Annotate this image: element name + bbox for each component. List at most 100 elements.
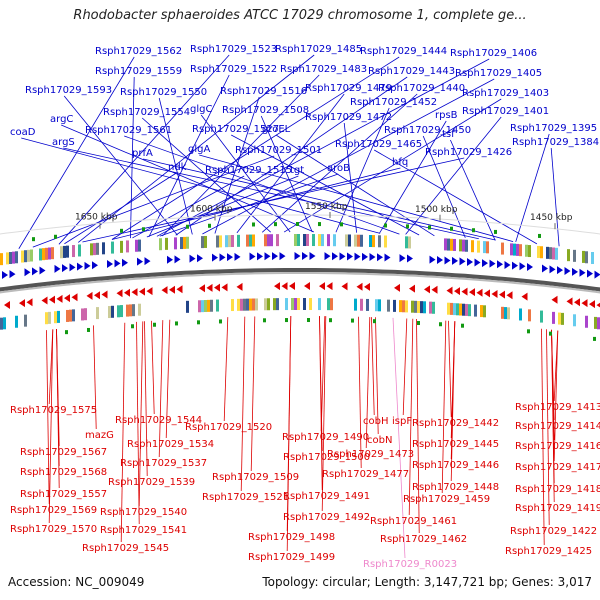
gc-marker [285,318,288,323]
gc-marker [142,227,145,232]
cog-block-reverse [450,302,453,315]
forward-gene-arrow [212,253,218,262]
gc-marker [197,320,200,325]
cog-block-forward [372,235,375,248]
cog-block-reverse [558,312,561,325]
forward-gene-arrow [512,261,518,270]
gene-label-reverse: ispF [392,416,412,427]
leader-line-forward [111,167,401,240]
cog-block-forward [294,234,297,247]
gc-marker [274,222,277,227]
leader-line-forward [64,172,177,245]
reverse-gene-arrow [319,282,325,291]
reverse-gene-arrow [176,285,183,294]
gene-features [0,222,600,341]
cog-block-reverse [243,298,246,311]
gc-marker [329,318,332,323]
forward-gene-arrow [54,264,61,273]
gene-label-forward: Rsph17029_1554 [103,107,190,118]
gene-label-forward: Rsph17029_1472 [305,112,392,123]
cog-block-reverse [573,314,576,327]
gc-marker [208,223,211,228]
reverse-gene-arrow [199,284,205,293]
cog-block-forward [9,252,12,265]
reverse-gene-arrow [589,300,595,309]
cog-block-reverse [69,309,72,322]
cog-block-reverse [483,305,486,318]
gene-label-reverse: Rsph17029_1509 [212,472,299,483]
cog-block-reverse [405,300,408,313]
gene-label-forward: rpsB [435,110,458,121]
leader-line-forward [275,134,435,237]
forward-gene-arrow [452,256,458,265]
forward-gene-arrow [594,270,600,279]
gc-marker [461,323,464,328]
cog-block-reverse [378,299,381,312]
forward-gene-arrow [69,263,76,272]
forward-gene-arrow [189,254,196,263]
leader-line-reverse [551,329,555,503]
gene-label-forward: Rsph17029_1443 [368,66,455,77]
cog-block-reverse [411,300,414,313]
gene-label-reverse: Rsph17029_1473 [327,449,414,460]
reverse-gene-arrow [574,298,580,307]
leader-line-reverse [319,316,323,491]
leader-line-rna [392,317,406,559]
leader-line-forward [236,93,345,234]
scale-ring [0,214,600,235]
cog-block-forward [138,239,141,252]
gene-label-reverse: Rsph17029_1575 [10,405,97,416]
cog-block-reverse [462,303,465,316]
cog-block-reverse [249,298,252,311]
reverse-gene-arrow [461,287,468,296]
cog-block-forward [582,250,585,263]
cog-block-forward [42,248,45,261]
reverse-gene-arrow [364,282,370,291]
leader-line-reverse [250,316,256,472]
reverse-gene-arrow [131,288,138,297]
gc-marker [549,331,552,336]
cog-block-reverse [201,300,204,313]
cog-block-reverse [540,310,543,323]
leader-line-reverse [321,316,327,512]
leader-line-forward [374,149,538,245]
leader-line-forward [422,135,466,238]
gene-label-reverse: Rsph17029_1446 [412,460,499,471]
forward-gene-arrow [572,267,578,276]
cog-block-reverse [480,305,483,318]
cog-block-forward [519,244,522,257]
leader-line-forward [379,120,447,234]
gc-marker [384,223,387,228]
cog-block-reverse [420,301,423,314]
cog-block-reverse [504,307,507,320]
leader-line-forward [77,54,315,243]
cog-block-reverse [447,302,450,315]
gene-label-reverse: Rsph17029_1545 [82,543,169,554]
forward-gene-arrow [272,252,278,261]
gene-labels: Rsph17029_1562 Rsph17029_1523Rsph17029_14… [10,44,600,570]
cog-block-forward [333,234,336,247]
cog-block-forward [165,237,168,250]
leader-line-forward [550,147,560,247]
cog-block-forward [552,247,555,260]
gene-label-forward: glgC [190,104,212,115]
forward-gene-arrow [437,256,443,265]
cog-block-forward [537,245,540,258]
leader-line-forward [141,117,271,233]
gene-label-forward: Rsph17029_1515 [205,165,292,176]
forward-gene-arrow [122,258,128,267]
cog-block-forward [453,238,456,251]
gene-label-reverse: Rsph17029_1417 [515,462,600,473]
gene-label-reverse: Rsph17029_1569 [10,505,97,516]
leader-line-forward [130,76,135,239]
gc-marker [439,322,442,327]
gene-label-reverse: Rsph17029_1541 [100,525,187,536]
cog-block-forward [135,239,138,252]
cog-block-reverse [81,308,84,321]
leader-line-reverse [375,317,379,435]
cog-block-forward [360,234,363,247]
forward-gene-arrow [444,256,451,265]
leader-line-forward [335,107,390,233]
forward-gene-arrow [302,252,308,261]
leader-line-forward [58,54,230,245]
